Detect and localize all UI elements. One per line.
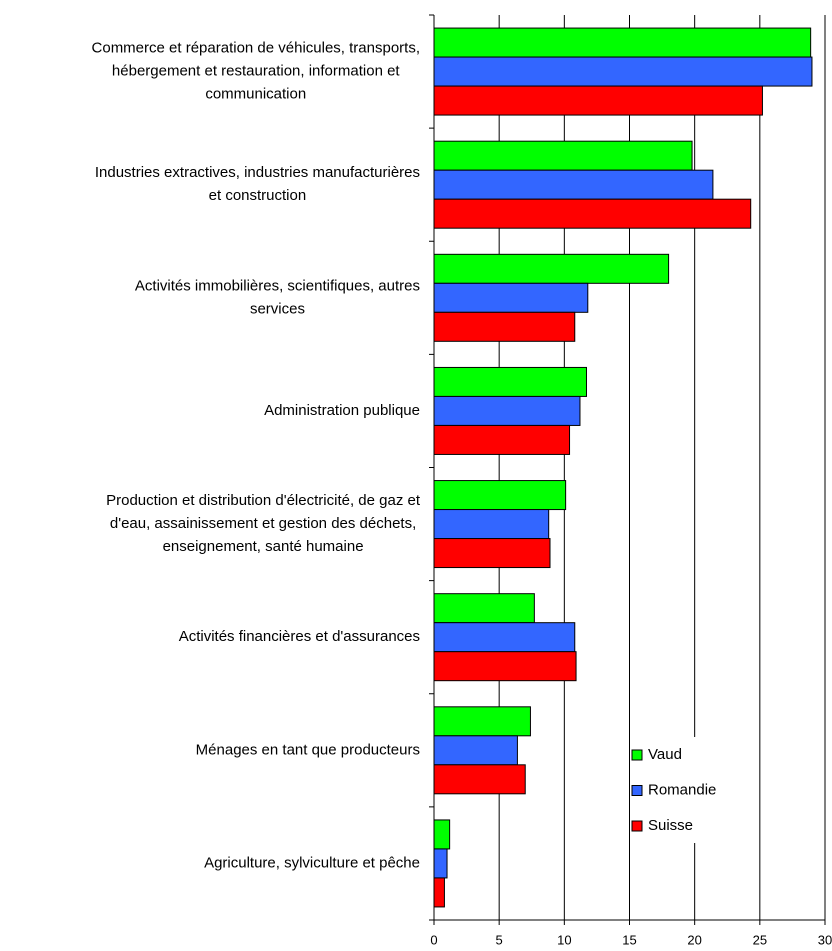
legend-swatch: [631, 820, 643, 832]
bar: [433, 706, 531, 737]
bar: [433, 622, 576, 653]
x-tick-label: 25: [753, 932, 767, 947]
bar: [433, 395, 581, 426]
bar: [433, 198, 752, 229]
x-tick-label: 15: [622, 932, 636, 947]
bar: [433, 877, 445, 908]
x-tick-label: 10: [557, 932, 571, 947]
bar: [433, 140, 693, 171]
category-label: Administration publique: [264, 402, 420, 419]
category-label: communication: [205, 86, 306, 103]
bar: [433, 764, 526, 795]
legend-box: [630, 737, 740, 843]
bar: [433, 735, 518, 766]
category-label: Production et distribution d'électricité…: [106, 492, 421, 509]
x-tick-label: 5: [496, 932, 503, 947]
category-label: Ménages en tant que producteurs: [196, 741, 420, 758]
category-label: Activités immobilières, scientifiques, a…: [135, 277, 420, 294]
bar: [433, 509, 550, 540]
legend-swatch: [631, 749, 643, 761]
category-label: Commerce et réparation de véhicules, tra…: [92, 40, 420, 57]
bar: [433, 311, 576, 342]
category-label: enseignement, santé humaine: [163, 538, 364, 555]
category-label: et construction: [209, 187, 307, 204]
bar: [433, 848, 448, 879]
x-tick-label: 30: [818, 932, 832, 947]
bar: [433, 85, 763, 116]
bar: [433, 253, 670, 284]
category-label: Activités financières et d'assurances: [179, 628, 420, 645]
bar: [433, 56, 813, 87]
bar: [433, 169, 714, 200]
bar: [433, 366, 587, 397]
bar: [433, 480, 567, 511]
category-label: services: [250, 300, 305, 317]
legend-swatch: [631, 785, 643, 796]
bar: [433, 819, 451, 850]
category-label: Agriculture, sylviculture et pêche: [204, 854, 420, 871]
x-tick-label: 20: [687, 932, 701, 947]
bar: [433, 424, 571, 455]
bar: [433, 27, 812, 58]
x-tick-label: 0: [430, 932, 437, 947]
legend-label: Romandie: [648, 781, 716, 798]
category-label: d'eau, assainissement et gestion des déc…: [110, 515, 416, 532]
legend-label: Vaud: [648, 746, 682, 763]
bar: [433, 651, 577, 682]
bar: [433, 593, 535, 624]
bar: [433, 538, 551, 569]
legend-label: Suisse: [648, 817, 693, 834]
bar: [433, 282, 589, 313]
category-label: hébergement et restauration, information…: [112, 63, 400, 80]
category-label: Industries extractives, industries manuf…: [95, 164, 420, 181]
